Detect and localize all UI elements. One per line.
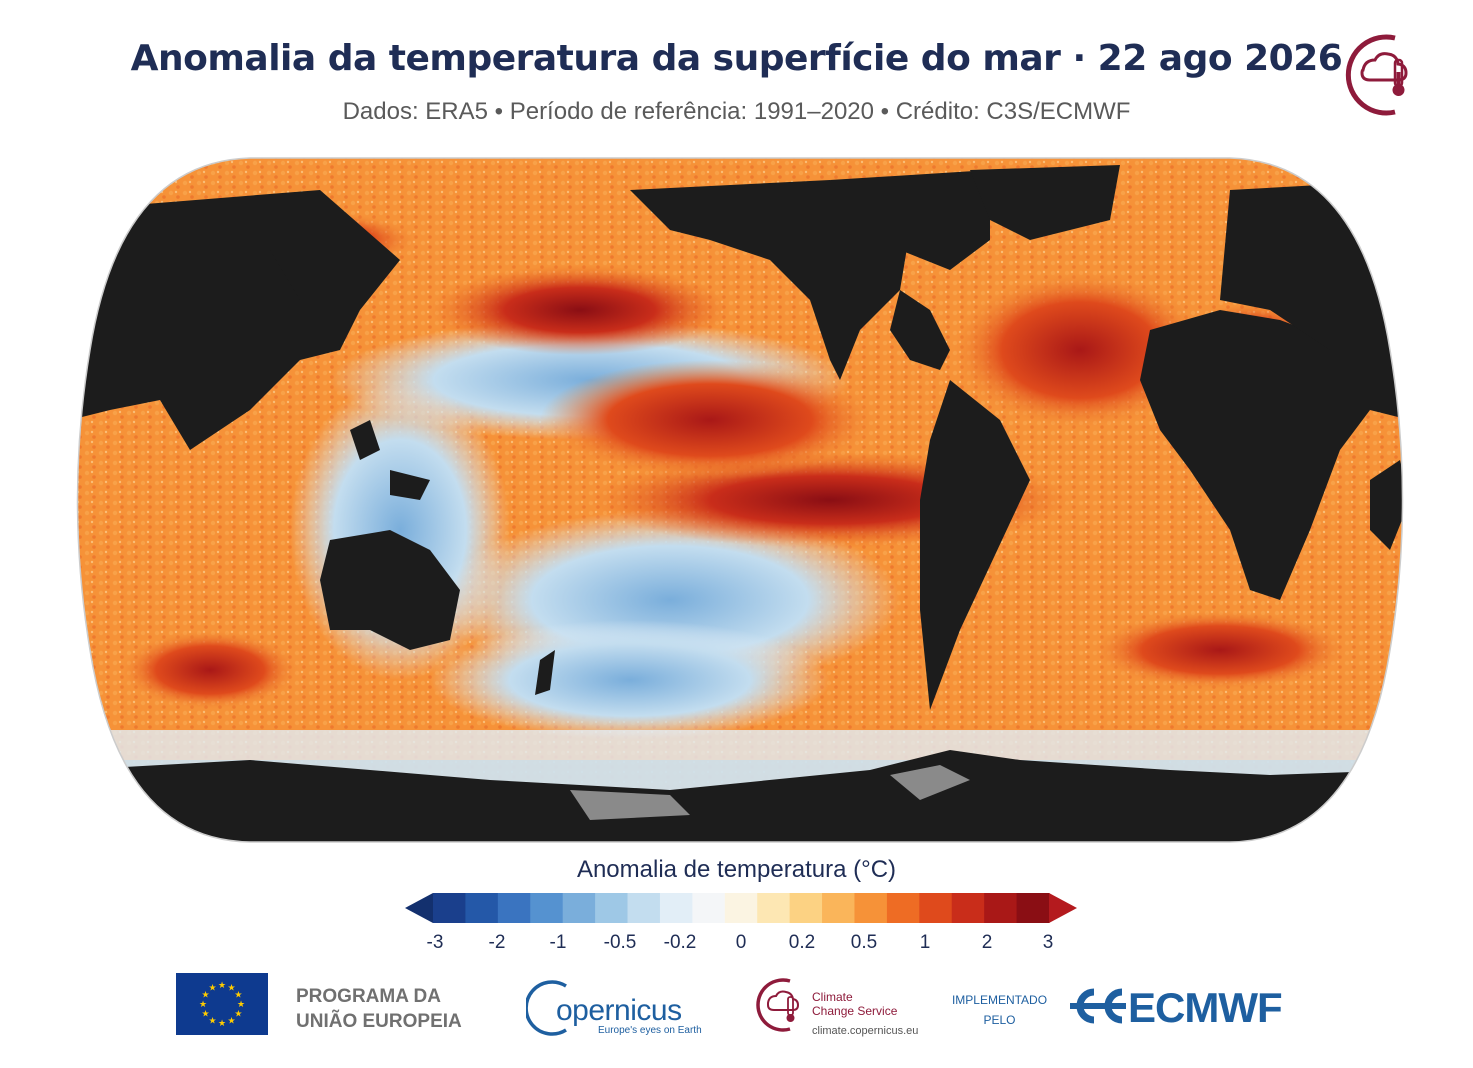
copernicus-logo: opernicus Europe's eyes on Earth: [526, 978, 716, 1038]
eu-line-1: PROGRAMA DA: [296, 986, 441, 1007]
c3s-line-2: Change Service: [812, 1004, 898, 1018]
colorbar: [405, 893, 1077, 923]
eu-flag-icon: ★ ★★★★★★★★★★★: [176, 973, 268, 1035]
colorbar-segment: [659, 893, 693, 923]
colorbar-tick-label: -2: [488, 932, 506, 953]
colorbar-tick-label: 1: [919, 932, 931, 953]
eu-star-icon: ★: [234, 990, 242, 1000]
sst-anomaly-map: [76, 157, 1404, 843]
colorbar-segment: [433, 893, 467, 923]
colorbar-extend-low: [405, 893, 433, 923]
colorbar-tick-label: -3: [426, 932, 444, 953]
eu-star-icon: ★: [227, 1015, 235, 1025]
c3s-line-1: Climate: [812, 990, 853, 1004]
eu-star-icon: ★: [218, 980, 226, 990]
page-title: Anomalia da temperatura da superfície do…: [130, 38, 1343, 79]
eu-star-icon: ★: [234, 1009, 242, 1019]
ecmwf-symbol-icon: [1070, 988, 1126, 1024]
c3s-thermometer-logo: [1345, 34, 1408, 116]
eu-star-icon: ★: [227, 983, 235, 993]
colorbar-segment: [757, 893, 791, 923]
colorbar-segment: [627, 893, 661, 923]
colorbar-title: Anomalia de temperatura (°C): [576, 856, 897, 883]
eu-star-icon: ★: [202, 1009, 210, 1019]
colorbar-segment: [984, 893, 1018, 923]
eu-star-icon: ★: [208, 1015, 216, 1025]
c3s-logo-icon: [756, 978, 800, 1032]
colorbar-segment: [854, 893, 888, 923]
colorbar-segment: [562, 893, 596, 923]
eu-program-text: PROGRAMA DA UNIÃO EUROPEIA: [296, 984, 462, 1034]
eu-star-icon: ★: [208, 983, 216, 993]
colorbar-segment: [724, 893, 758, 923]
colorbar-tick-label: -0.5: [603, 932, 637, 953]
copernicus-wordmark: opernicus: [556, 994, 682, 1027]
north-pacific-warm: [430, 265, 730, 355]
c3s-url: climate.copernicus.eu: [812, 1025, 919, 1037]
ecmwf-logo: ECMWF: [1066, 984, 1316, 1031]
colorbar-tick-label: 3: [1042, 932, 1054, 953]
copernicus-tagline: Europe's eyes on Earth: [598, 1025, 702, 1036]
colorbar-segment: [951, 893, 985, 923]
eu-star-icon: ★: [199, 999, 207, 1009]
eu-star-icon: ★: [237, 999, 245, 1009]
implemented-by-text: IMPLEMENTADO PELO: [942, 990, 1057, 1030]
colorbar-tick-label: 0: [735, 932, 747, 953]
eu-star-icon: ★: [202, 990, 210, 1000]
colorbar-segment: [530, 893, 564, 923]
ice-shelves: [570, 765, 970, 820]
page-subtitle: Dados: ERA5 • Período de referência: 199…: [342, 98, 1131, 125]
eu-star-icon: ★: [218, 1018, 226, 1028]
eu-line-2: UNIÃO EUROPEIA: [296, 1011, 462, 1032]
colorbar-segment: [497, 893, 531, 923]
copernicus-c-icon: [526, 980, 567, 1036]
colorbar-tick-label: -0.2: [663, 932, 697, 953]
colorbar-segment: [789, 893, 823, 923]
colorbar-extend-high: [1049, 893, 1077, 923]
colorbar-segment: [595, 893, 629, 923]
ecmwf-wordmark: ECMWF: [1128, 984, 1283, 1031]
colorbar-segment: [1016, 893, 1050, 923]
c3s-name: Climate Change Service: [812, 990, 897, 1018]
colorbar-segment: [822, 893, 856, 923]
impl-line-1: IMPLEMENTADO: [951, 993, 1048, 1007]
colorbar-tick-label: 0.5: [850, 932, 878, 953]
colorbar-segment: [692, 893, 726, 923]
colorbar-segment: [465, 893, 499, 923]
colorbar-segment: [919, 893, 953, 923]
colorbar-tick-label: 0.2: [788, 932, 816, 953]
colorbar-tick-label: 2: [981, 932, 993, 953]
colorbar-segment: [886, 893, 920, 923]
colorbar-tick-label: -1: [549, 932, 567, 953]
impl-line-2: PELO: [983, 1013, 1016, 1027]
